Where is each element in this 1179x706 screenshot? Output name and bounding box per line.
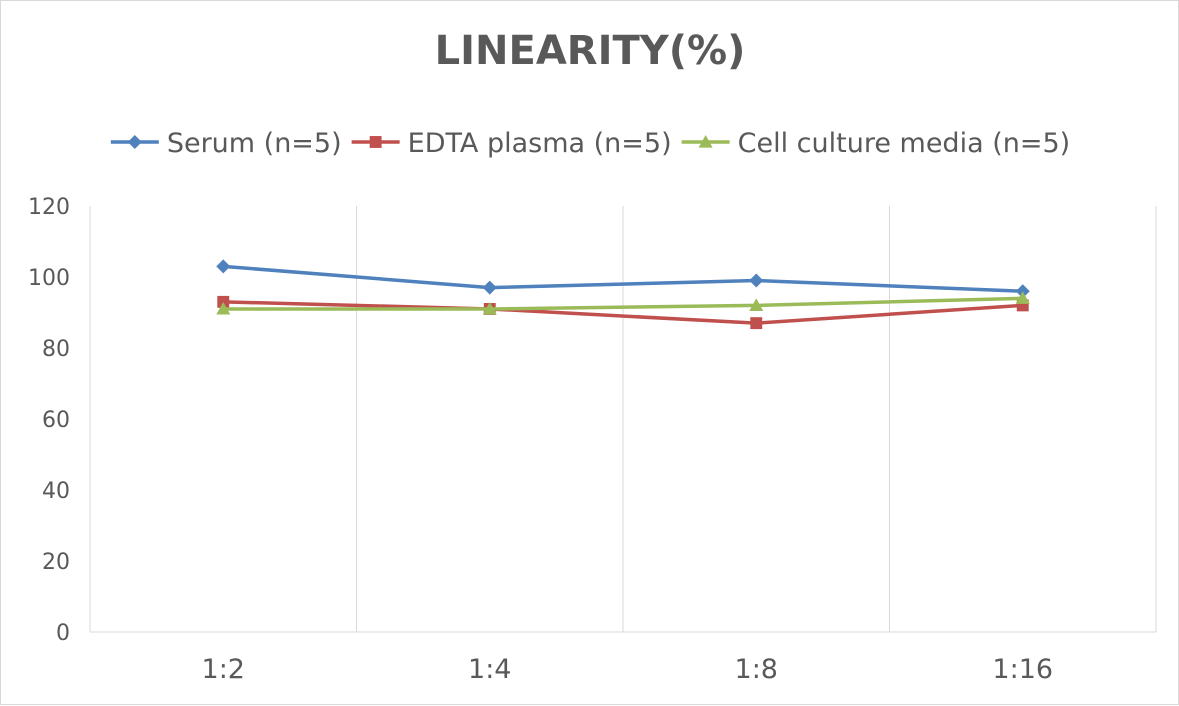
series-line (223, 264, 1023, 293)
legend-item: Serum (n=5) (110, 128, 342, 159)
data-point (750, 317, 763, 330)
data-point (1015, 291, 1030, 304)
gridlines (356, 206, 1157, 632)
series-3 (216, 291, 1030, 315)
legend-marker (369, 136, 382, 148)
x-tick-label: 1:16 (992, 654, 1053, 685)
y-tick-label: 0 (56, 621, 70, 646)
chart-title: LINEARITY(%) (435, 28, 746, 74)
legend-label: Cell culture media (n=5) (738, 128, 1071, 159)
legend-label: EDTA plasma (n=5) (408, 128, 672, 159)
axes: 0 20 40 60 80 100 120 1:2 1:4 1:8 1:16 (28, 195, 1156, 685)
legend-label: Serum (n=5) (167, 128, 342, 159)
series-line (223, 296, 1023, 311)
data-point (216, 301, 231, 315)
y-tick-label: 120 (28, 195, 70, 220)
data-point (1015, 284, 1030, 299)
y-tick-label: 80 (42, 337, 70, 362)
series-line (223, 300, 1023, 325)
legend-item: Cell culture media (n=5) (681, 128, 1071, 159)
data-point (482, 301, 497, 315)
data-point (216, 259, 231, 274)
data-point (482, 280, 497, 295)
series-group (216, 259, 1030, 330)
y-tick-label: 20 (42, 550, 70, 575)
x-tick-label: 1:4 (468, 654, 511, 685)
legend-marker (127, 135, 142, 149)
data-point (1016, 299, 1029, 312)
y-tick-label: 100 (28, 266, 70, 291)
y-tick-label: 60 (42, 408, 70, 433)
data-point (749, 298, 764, 311)
legend-item: EDTA plasma (n=5) (351, 128, 672, 159)
legend: Serum (n=5) EDTA plasma (n=5) Cell culture… (110, 128, 1071, 159)
series-1 (216, 259, 1030, 299)
y-tick-label: 40 (42, 479, 70, 504)
data-point (217, 295, 230, 308)
x-tick-label: 1:8 (735, 654, 778, 685)
data-point (749, 273, 764, 288)
x-tick-label: 1:2 (202, 654, 245, 685)
legend-marker (698, 135, 713, 148)
